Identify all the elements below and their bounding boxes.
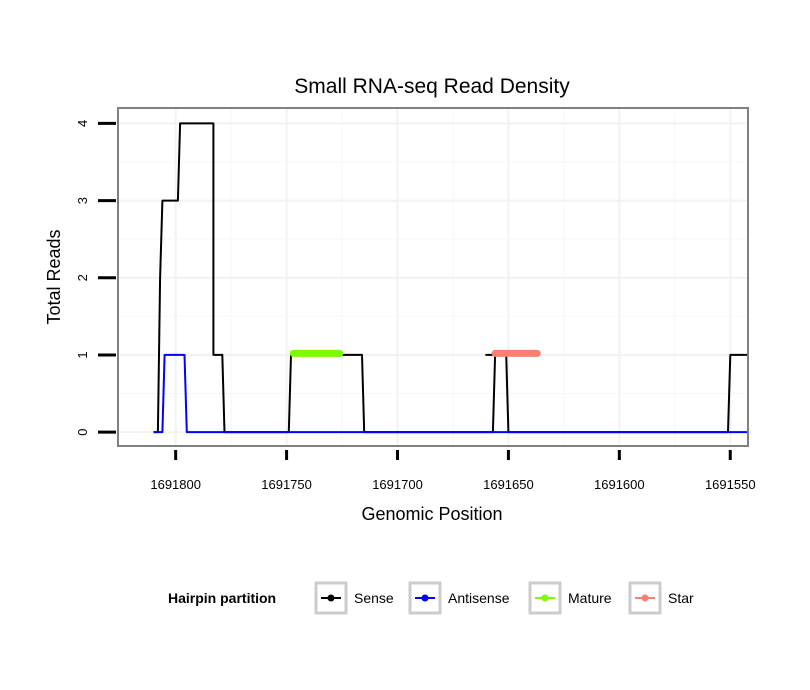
y-tick-label: 3	[75, 197, 90, 204]
legend: Hairpin partition Sense Antisense Mature St…	[168, 581, 694, 615]
x-tick-label: 1691750	[261, 477, 312, 492]
legend-label-mature: Mature	[568, 590, 612, 606]
x-tick-label: 1691550	[705, 477, 756, 492]
y-tick-label: 0	[75, 428, 90, 435]
legend-items: Sense Antisense Mature Star	[314, 581, 694, 615]
x-axis-title: Genomic Position	[361, 504, 502, 524]
x-tick-label: 1691650	[483, 477, 534, 492]
legend-key-point	[327, 594, 335, 602]
chart-title: Small RNA-seq Read Density	[294, 75, 570, 98]
series-layer	[153, 122, 748, 434]
y-tick-label: 1	[75, 351, 90, 358]
legend-key-point	[421, 594, 429, 602]
x-axis: 1691800 1691750 1691700 1691650 1691600 16915…	[150, 450, 756, 492]
y-axis-title: Total Reads	[44, 229, 64, 324]
series-line-antisense	[153, 353, 748, 434]
legend-label-star: Star	[668, 590, 694, 606]
legend-key-point	[541, 594, 549, 602]
x-tick-label: 1691700	[372, 477, 423, 492]
y-axis: 0 1 2 3 4	[75, 120, 116, 436]
legend-label-antisense: Antisense	[448, 590, 510, 606]
y-tick-label: 2	[75, 274, 90, 281]
plot-panel-border	[117, 107, 749, 447]
x-tick-label: 1691600	[594, 477, 645, 492]
legend-title: Hairpin partition	[168, 590, 276, 606]
legend-key-point	[641, 594, 649, 602]
legend-label-sense: Sense	[354, 590, 394, 606]
y-tick-label: 4	[75, 120, 90, 127]
x-tick-label: 1691800	[150, 477, 201, 492]
